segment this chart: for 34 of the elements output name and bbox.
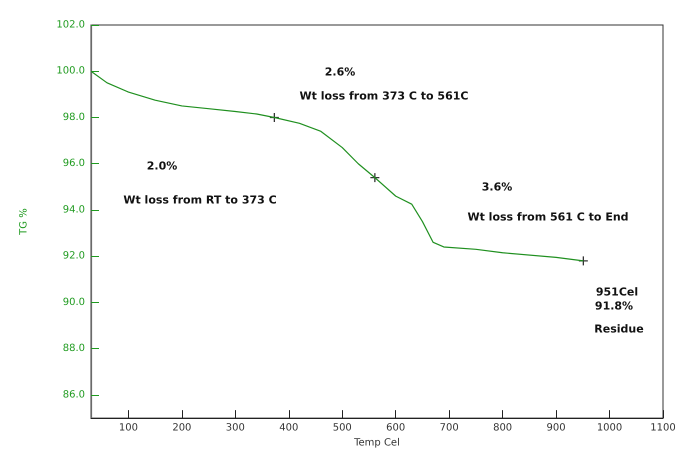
annotation: 91.8%	[594, 300, 634, 312]
y-tick-label: 100.0	[56, 66, 85, 77]
x-tick-label: 200	[172, 422, 192, 434]
annotation: Wt loss from RT to 373 C	[123, 194, 277, 206]
x-tick-label: 1000	[596, 422, 622, 434]
annotation: 2.6%	[324, 66, 356, 78]
annotation: 3.6%	[482, 180, 512, 194]
y-tick-label: 86.0	[62, 389, 85, 400]
y-tick-label: 90.0	[62, 296, 85, 308]
y-tick-label: 102.0	[56, 20, 85, 30]
x-tick-label: 1100	[650, 422, 676, 434]
point	[269, 112, 280, 123]
y-tick-label: 88.0	[62, 343, 85, 354]
x-tick-label: 900	[546, 422, 566, 434]
x-tick-label: 700	[440, 422, 459, 434]
y-tick-label: 96.0	[62, 158, 85, 170]
annotation: Residue	[594, 322, 644, 336]
x-tick-label: 500	[332, 422, 352, 434]
y-tick-label: 98.0	[62, 112, 85, 123]
y-tick-label: 92.0	[62, 250, 85, 262]
point	[370, 172, 380, 183]
point	[578, 256, 588, 266]
x-tick-label: 800	[493, 422, 512, 434]
x-tick-label: 600	[386, 422, 406, 434]
annotation: 2.0%	[146, 160, 178, 172]
y-axis-title: TG %	[18, 208, 30, 236]
annotation: Wt loss from 561 C to End	[467, 210, 629, 224]
x-tick-label: 400	[279, 422, 298, 434]
x-tick-label: 100	[118, 422, 138, 434]
annotation: 951Cel	[596, 286, 638, 298]
x-tick-label: 300	[226, 422, 245, 434]
annotation: Wt loss from 373 C to 561C	[300, 90, 468, 102]
y-tick-label: 94.0	[62, 204, 85, 216]
x-axis-title: Temp Cel	[353, 438, 400, 448]
